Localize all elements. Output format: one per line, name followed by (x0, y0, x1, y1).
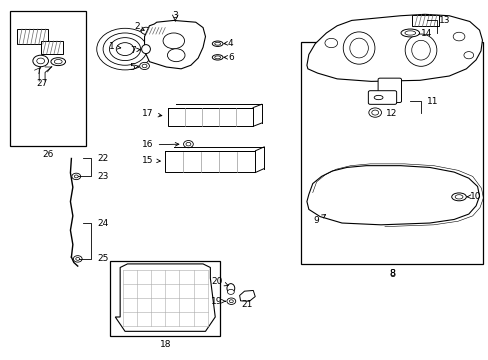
Circle shape (76, 257, 80, 260)
Ellipse shape (343, 32, 374, 64)
Text: 1: 1 (109, 42, 121, 51)
Text: 10: 10 (466, 192, 481, 201)
Ellipse shape (142, 45, 150, 54)
Circle shape (452, 32, 464, 41)
Circle shape (37, 58, 44, 64)
Text: 16: 16 (142, 140, 179, 149)
Bar (300, 42, 483, 264)
Text: 19: 19 (211, 297, 225, 306)
Text: 12: 12 (385, 109, 396, 118)
Circle shape (371, 110, 378, 115)
Ellipse shape (226, 284, 234, 293)
Text: 22: 22 (97, 154, 108, 163)
Polygon shape (306, 14, 482, 81)
Circle shape (141, 27, 151, 35)
Ellipse shape (451, 193, 466, 201)
Text: 17: 17 (142, 109, 162, 118)
FancyBboxPatch shape (367, 91, 396, 104)
Polygon shape (239, 291, 255, 301)
Bar (144, 28, 166, 34)
Text: 26: 26 (42, 150, 54, 159)
Circle shape (72, 173, 81, 180)
Circle shape (185, 142, 190, 146)
Text: 8: 8 (388, 269, 394, 279)
Ellipse shape (54, 59, 62, 64)
Bar (17, 29, 48, 44)
Ellipse shape (404, 31, 415, 35)
Polygon shape (115, 264, 215, 331)
Text: 21: 21 (241, 300, 252, 309)
Circle shape (116, 42, 134, 55)
Circle shape (183, 140, 193, 148)
Circle shape (97, 28, 153, 70)
Ellipse shape (212, 41, 223, 46)
Text: 11: 11 (427, 96, 438, 105)
Bar (10, 12, 86, 146)
Circle shape (140, 62, 149, 69)
Ellipse shape (51, 58, 65, 66)
Bar (165, 151, 255, 172)
Circle shape (109, 38, 141, 60)
FancyBboxPatch shape (377, 78, 401, 103)
Circle shape (227, 289, 234, 294)
Ellipse shape (405, 34, 436, 66)
Text: 14: 14 (420, 29, 431, 38)
Circle shape (463, 51, 473, 59)
Circle shape (73, 256, 82, 262)
Bar (167, 108, 252, 126)
Text: 4: 4 (224, 39, 233, 48)
Circle shape (368, 108, 381, 117)
Ellipse shape (349, 38, 367, 58)
Circle shape (226, 298, 235, 305)
Ellipse shape (400, 29, 419, 37)
Text: 25: 25 (97, 255, 108, 264)
Text: 9: 9 (313, 215, 325, 225)
Ellipse shape (411, 40, 429, 60)
Text: 7: 7 (130, 46, 140, 55)
Polygon shape (144, 21, 205, 69)
Text: 13: 13 (438, 16, 449, 25)
Ellipse shape (454, 195, 462, 199)
Polygon shape (306, 166, 479, 225)
Text: 20: 20 (211, 276, 228, 286)
Text: 15: 15 (142, 156, 160, 165)
Circle shape (103, 33, 147, 65)
Text: 24: 24 (97, 219, 108, 228)
Text: 8: 8 (388, 269, 394, 278)
Ellipse shape (212, 55, 223, 60)
Circle shape (229, 300, 233, 303)
Text: 6: 6 (224, 53, 233, 62)
Bar (41, 41, 63, 54)
Ellipse shape (373, 95, 382, 100)
Circle shape (325, 39, 337, 48)
Text: 5: 5 (129, 63, 138, 72)
Bar (412, 15, 438, 26)
Text: 23: 23 (97, 172, 108, 181)
Circle shape (33, 55, 48, 67)
Text: 27: 27 (37, 79, 48, 88)
Ellipse shape (214, 56, 220, 59)
Circle shape (167, 49, 184, 62)
Circle shape (163, 33, 184, 49)
Ellipse shape (214, 42, 220, 45)
Bar (110, 261, 220, 336)
Text: 18: 18 (159, 341, 171, 350)
Circle shape (142, 64, 147, 68)
Text: 3: 3 (172, 11, 178, 20)
Circle shape (74, 175, 78, 178)
Text: 2: 2 (134, 22, 144, 31)
